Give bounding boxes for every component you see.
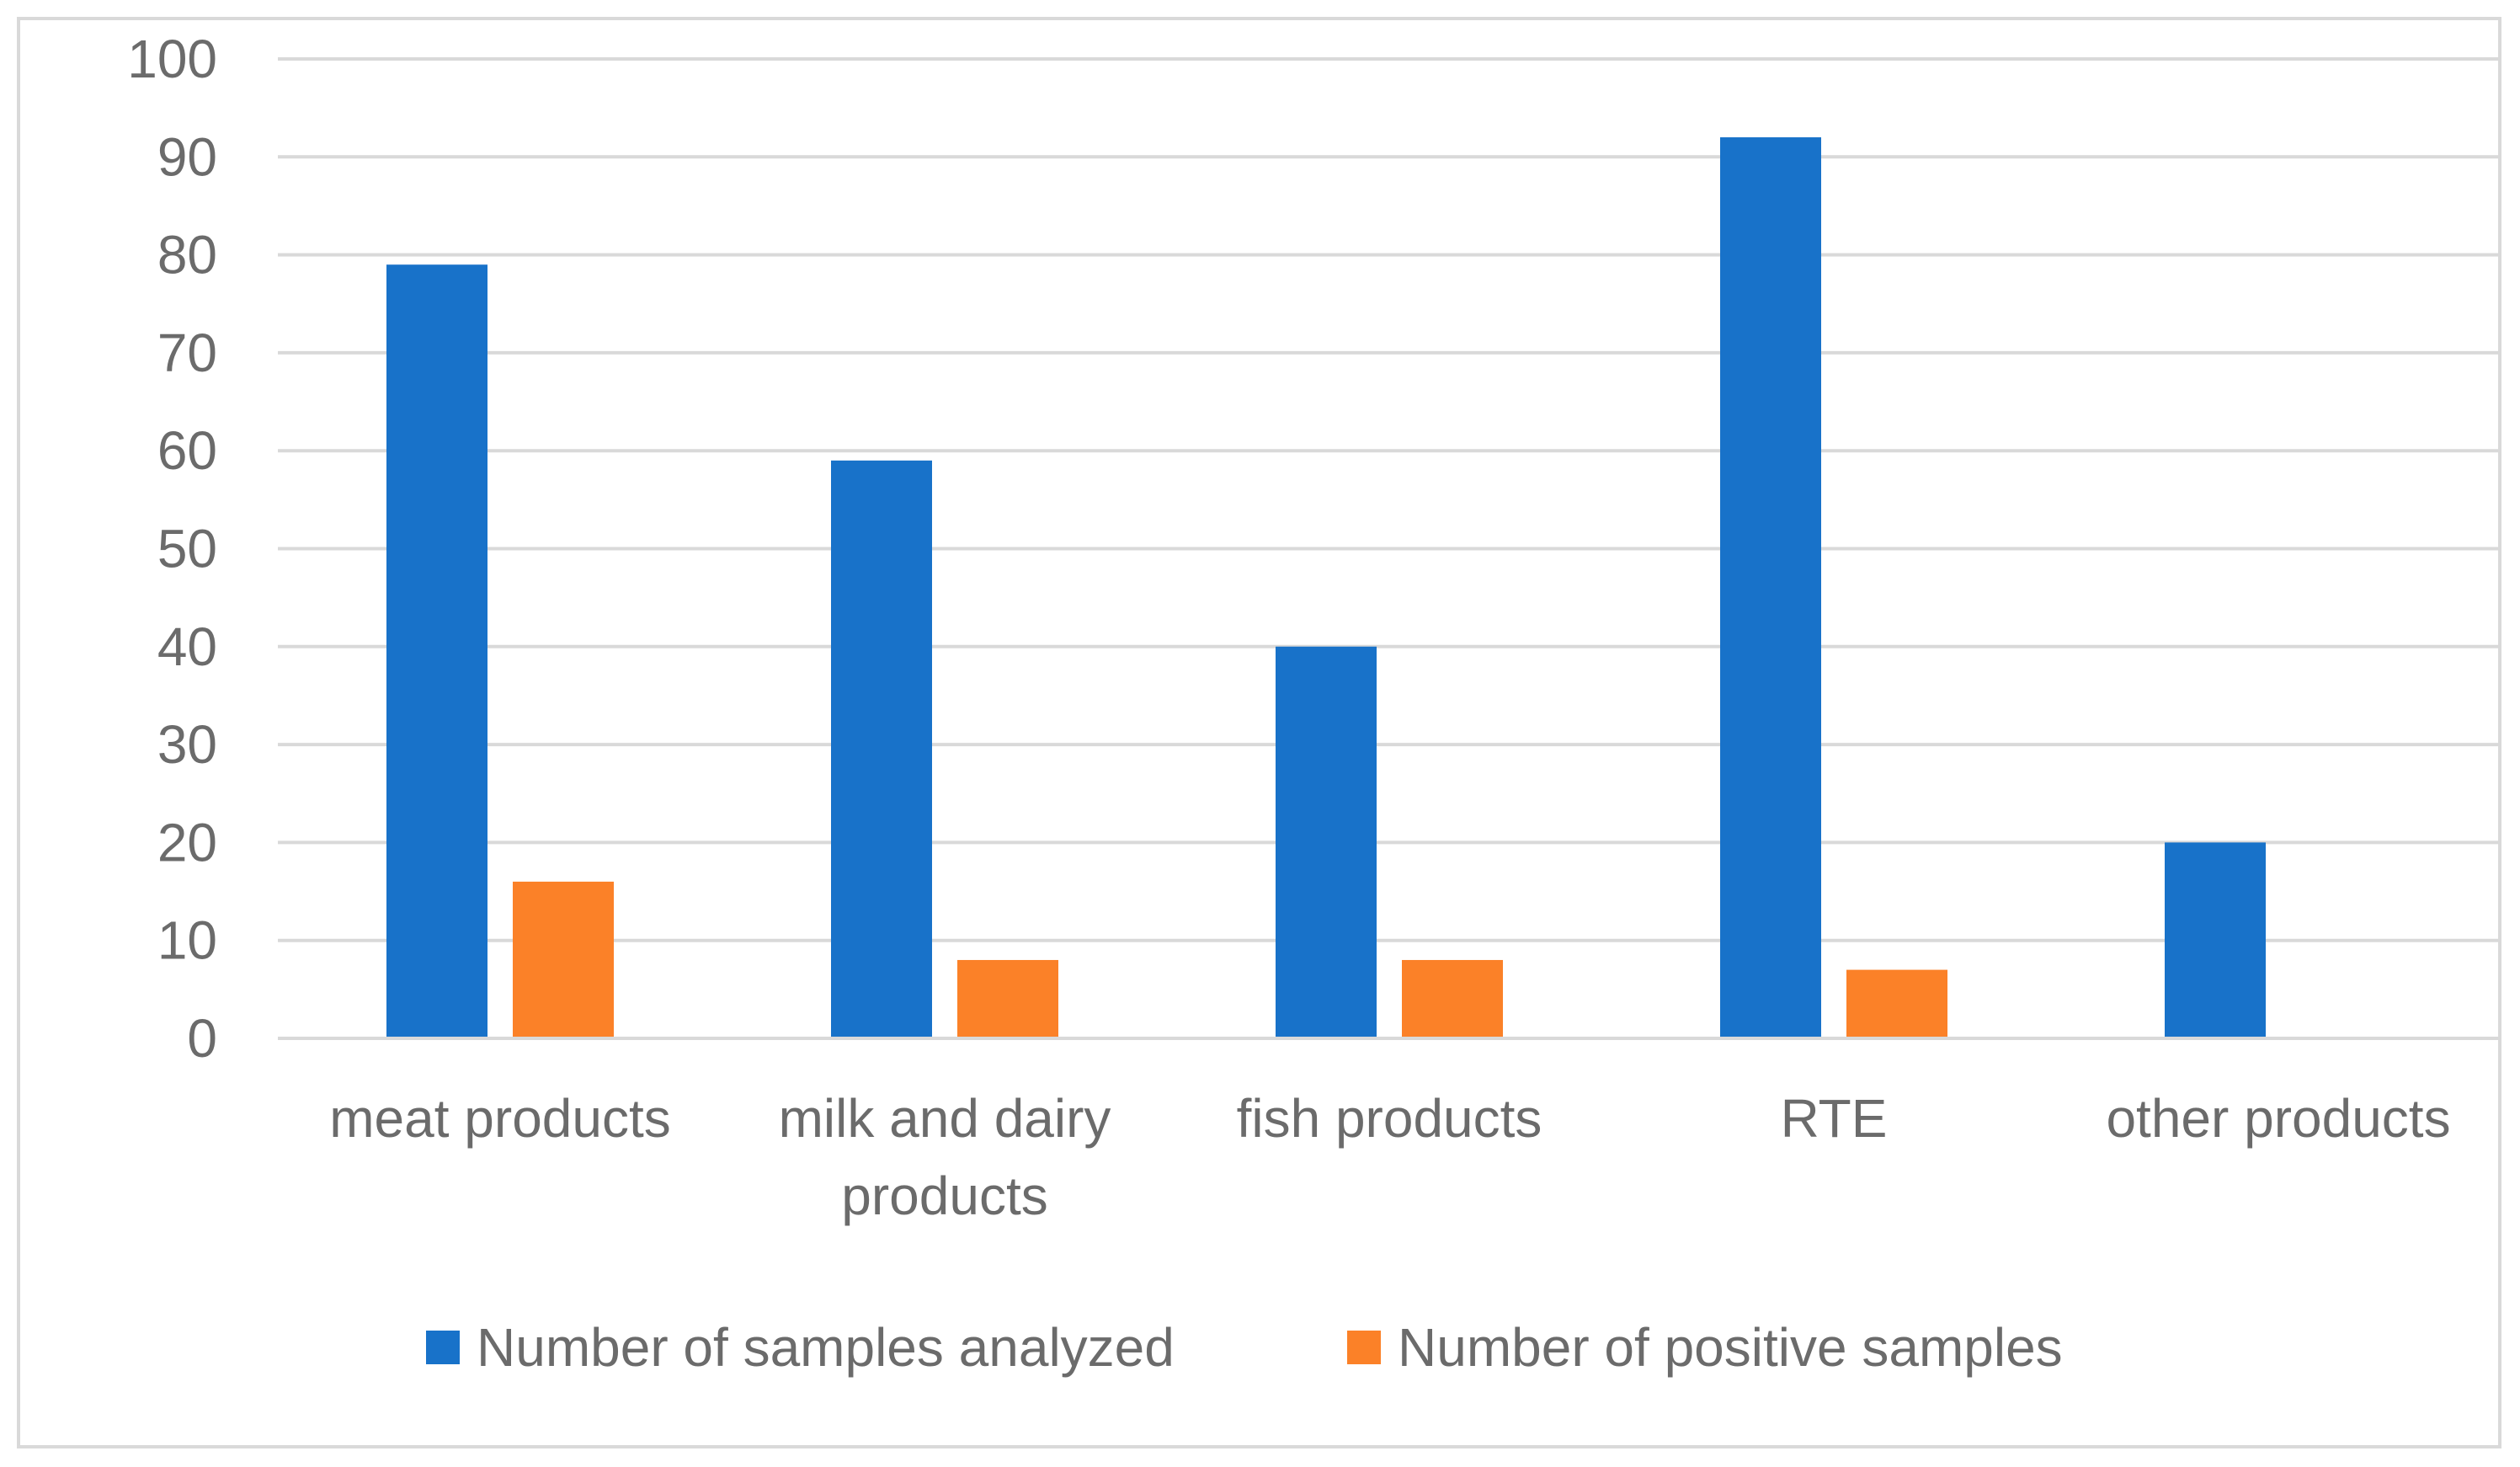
gridlines	[278, 57, 2501, 942]
bar-analyzed	[1720, 137, 1821, 1038]
x-tick-label: RTE	[1781, 1088, 1888, 1149]
bar-analyzed	[831, 460, 932, 1038]
y-tick-label: 30	[157, 714, 217, 775]
bar-positive	[957, 959, 1058, 1038]
y-axis-ticks: 0 10 20 30 40 50 60 70 80 90 100	[127, 29, 217, 1069]
bars	[386, 137, 2266, 1039]
y-tick-label: 60	[157, 420, 217, 481]
y-tick-label: 80	[157, 225, 217, 285]
legend-swatch	[426, 1331, 460, 1364]
x-axis-labels: meat products milk and dairy products fish …	[329, 1088, 2450, 1226]
legend-label: Number of positive samples	[1398, 1317, 2063, 1378]
bar-positive	[1846, 969, 1947, 1038]
x-tick-label: other products	[2106, 1088, 2450, 1149]
legend-label: Number of samples analyzed	[477, 1317, 1175, 1378]
bar-positive	[513, 881, 614, 1038]
y-tick-label: 70	[157, 323, 217, 383]
y-tick-label: 100	[127, 29, 217, 89]
y-tick-label: 50	[157, 519, 217, 579]
y-tick-label: 20	[157, 812, 217, 872]
bar-positive	[1402, 959, 1503, 1038]
x-tick-label: products	[841, 1166, 1047, 1226]
bar-analyzed	[2165, 842, 2266, 1038]
y-tick-label: 90	[157, 126, 217, 187]
bar-analyzed	[1276, 646, 1377, 1038]
x-tick-label: milk and dairy	[779, 1088, 1111, 1149]
y-tick-label: 10	[157, 910, 217, 971]
legend-swatch	[1347, 1331, 1381, 1364]
x-tick-label: fish products	[1237, 1088, 1542, 1149]
y-tick-label: 0	[187, 1008, 217, 1069]
x-tick-label: meat products	[329, 1088, 671, 1149]
y-tick-label: 40	[157, 616, 217, 677]
legend: Number of samples analyzed Number of posi…	[426, 1317, 2063, 1378]
bar-analyzed	[386, 264, 487, 1039]
